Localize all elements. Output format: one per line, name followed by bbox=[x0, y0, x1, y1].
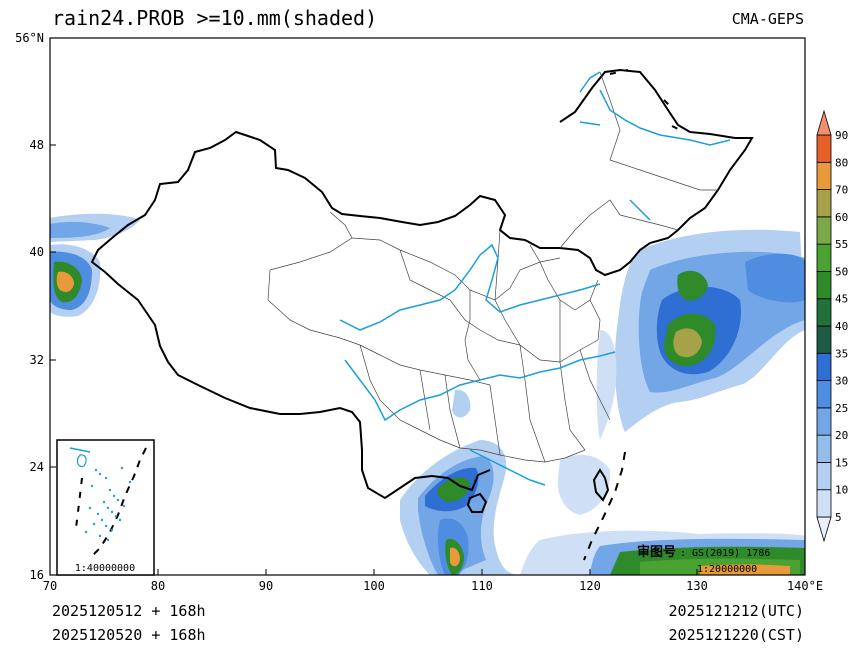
colorbar-segment bbox=[816, 434, 832, 463]
approval-code: : GS(2019) 1786 bbox=[680, 548, 770, 559]
colorbar-label: 70 bbox=[835, 184, 848, 197]
lat-label-56: 56°N bbox=[15, 31, 44, 45]
lat-label-16: 16 bbox=[30, 568, 44, 582]
colorbar-label: 90 bbox=[835, 129, 848, 142]
colorbar-segment bbox=[816, 109, 832, 136]
init-time-utc: 2025120512 + 168h bbox=[52, 602, 206, 620]
colorbar-label: 20 bbox=[835, 429, 848, 442]
colorbar-segment bbox=[816, 134, 832, 163]
lon-label-130: 130 bbox=[686, 579, 708, 593]
lon-label-100: 100 bbox=[363, 579, 385, 593]
map-title: rain24.PROB >=10.mm(shaded) bbox=[52, 6, 378, 30]
boundaries bbox=[90, 68, 754, 561]
colorbar-label: 15 bbox=[835, 456, 848, 469]
colorbar-label: 5 bbox=[835, 511, 842, 524]
country-border bbox=[90, 68, 754, 500]
colorbar-segment bbox=[816, 189, 832, 218]
colorbar-segment bbox=[816, 489, 832, 518]
scale-main: 1:20000000 bbox=[697, 564, 757, 575]
init-time-cst: 2025120520 + 168h bbox=[52, 626, 206, 644]
colorbar-label: 80 bbox=[835, 156, 848, 169]
lat-label-24: 24 bbox=[30, 460, 44, 474]
lon-label-80: 80 bbox=[151, 579, 165, 593]
colorbar-label: 25 bbox=[835, 402, 848, 415]
colorbar-segment bbox=[816, 298, 832, 327]
longitude-labels: 70 80 90 100 110 120 130 140°E bbox=[43, 579, 823, 593]
colorbar-segment bbox=[816, 407, 832, 436]
colorbar: 5 10 15 20 25 30 35 40 45 50 55 60 70 80 90 bbox=[816, 109, 848, 543]
lon-label-120: 120 bbox=[579, 579, 601, 593]
colorbar-label: 50 bbox=[835, 265, 848, 278]
nine-dash-line bbox=[583, 451, 626, 561]
colorbar-label: 10 bbox=[835, 484, 848, 497]
colorbar-segment bbox=[816, 161, 832, 190]
colorbar-segment bbox=[816, 352, 832, 381]
lon-label-70: 70 bbox=[43, 579, 57, 593]
lat-label-40: 40 bbox=[30, 245, 44, 259]
probability-shading bbox=[50, 213, 805, 575]
colorbar-label: 40 bbox=[835, 320, 848, 333]
map-frame bbox=[49, 37, 806, 576]
colorbar-segment bbox=[816, 380, 832, 409]
province-borders bbox=[267, 71, 718, 463]
model-name: CMA-GEPS bbox=[731, 10, 804, 28]
approval-label: 审图号 bbox=[637, 544, 676, 560]
lon-label-110: 110 bbox=[471, 579, 493, 593]
colorbar-segment bbox=[816, 325, 832, 354]
colorbar-label: 30 bbox=[835, 375, 848, 388]
valid-time-utc: 2025121212(UTC) bbox=[668, 602, 804, 620]
rivers bbox=[339, 71, 731, 486]
colorbar-label: 55 bbox=[835, 238, 848, 251]
colorbar-label: 35 bbox=[835, 347, 848, 360]
lon-label-90: 90 bbox=[259, 579, 273, 593]
colorbar-segment bbox=[816, 462, 832, 491]
lat-label-32: 32 bbox=[30, 353, 44, 367]
valid-time-cst: 2025121220(CST) bbox=[668, 626, 804, 644]
lat-label-48: 48 bbox=[30, 138, 44, 152]
colorbar-segment bbox=[816, 243, 832, 272]
axis-ticks bbox=[50, 144, 698, 575]
colorbar-label: 60 bbox=[835, 211, 848, 224]
colorbar-label: 45 bbox=[835, 293, 848, 306]
lon-label-140: 140°E bbox=[787, 579, 823, 593]
colorbar-segment bbox=[816, 216, 832, 245]
colorbar-segment bbox=[816, 516, 832, 543]
south-china-sea-inset: 1:40000000 bbox=[56, 439, 155, 576]
colorbar-segment bbox=[816, 271, 832, 300]
latitude-labels: 56°N 48 40 32 24 16 bbox=[15, 31, 44, 582]
inset-scale: 1:40000000 bbox=[75, 563, 135, 574]
